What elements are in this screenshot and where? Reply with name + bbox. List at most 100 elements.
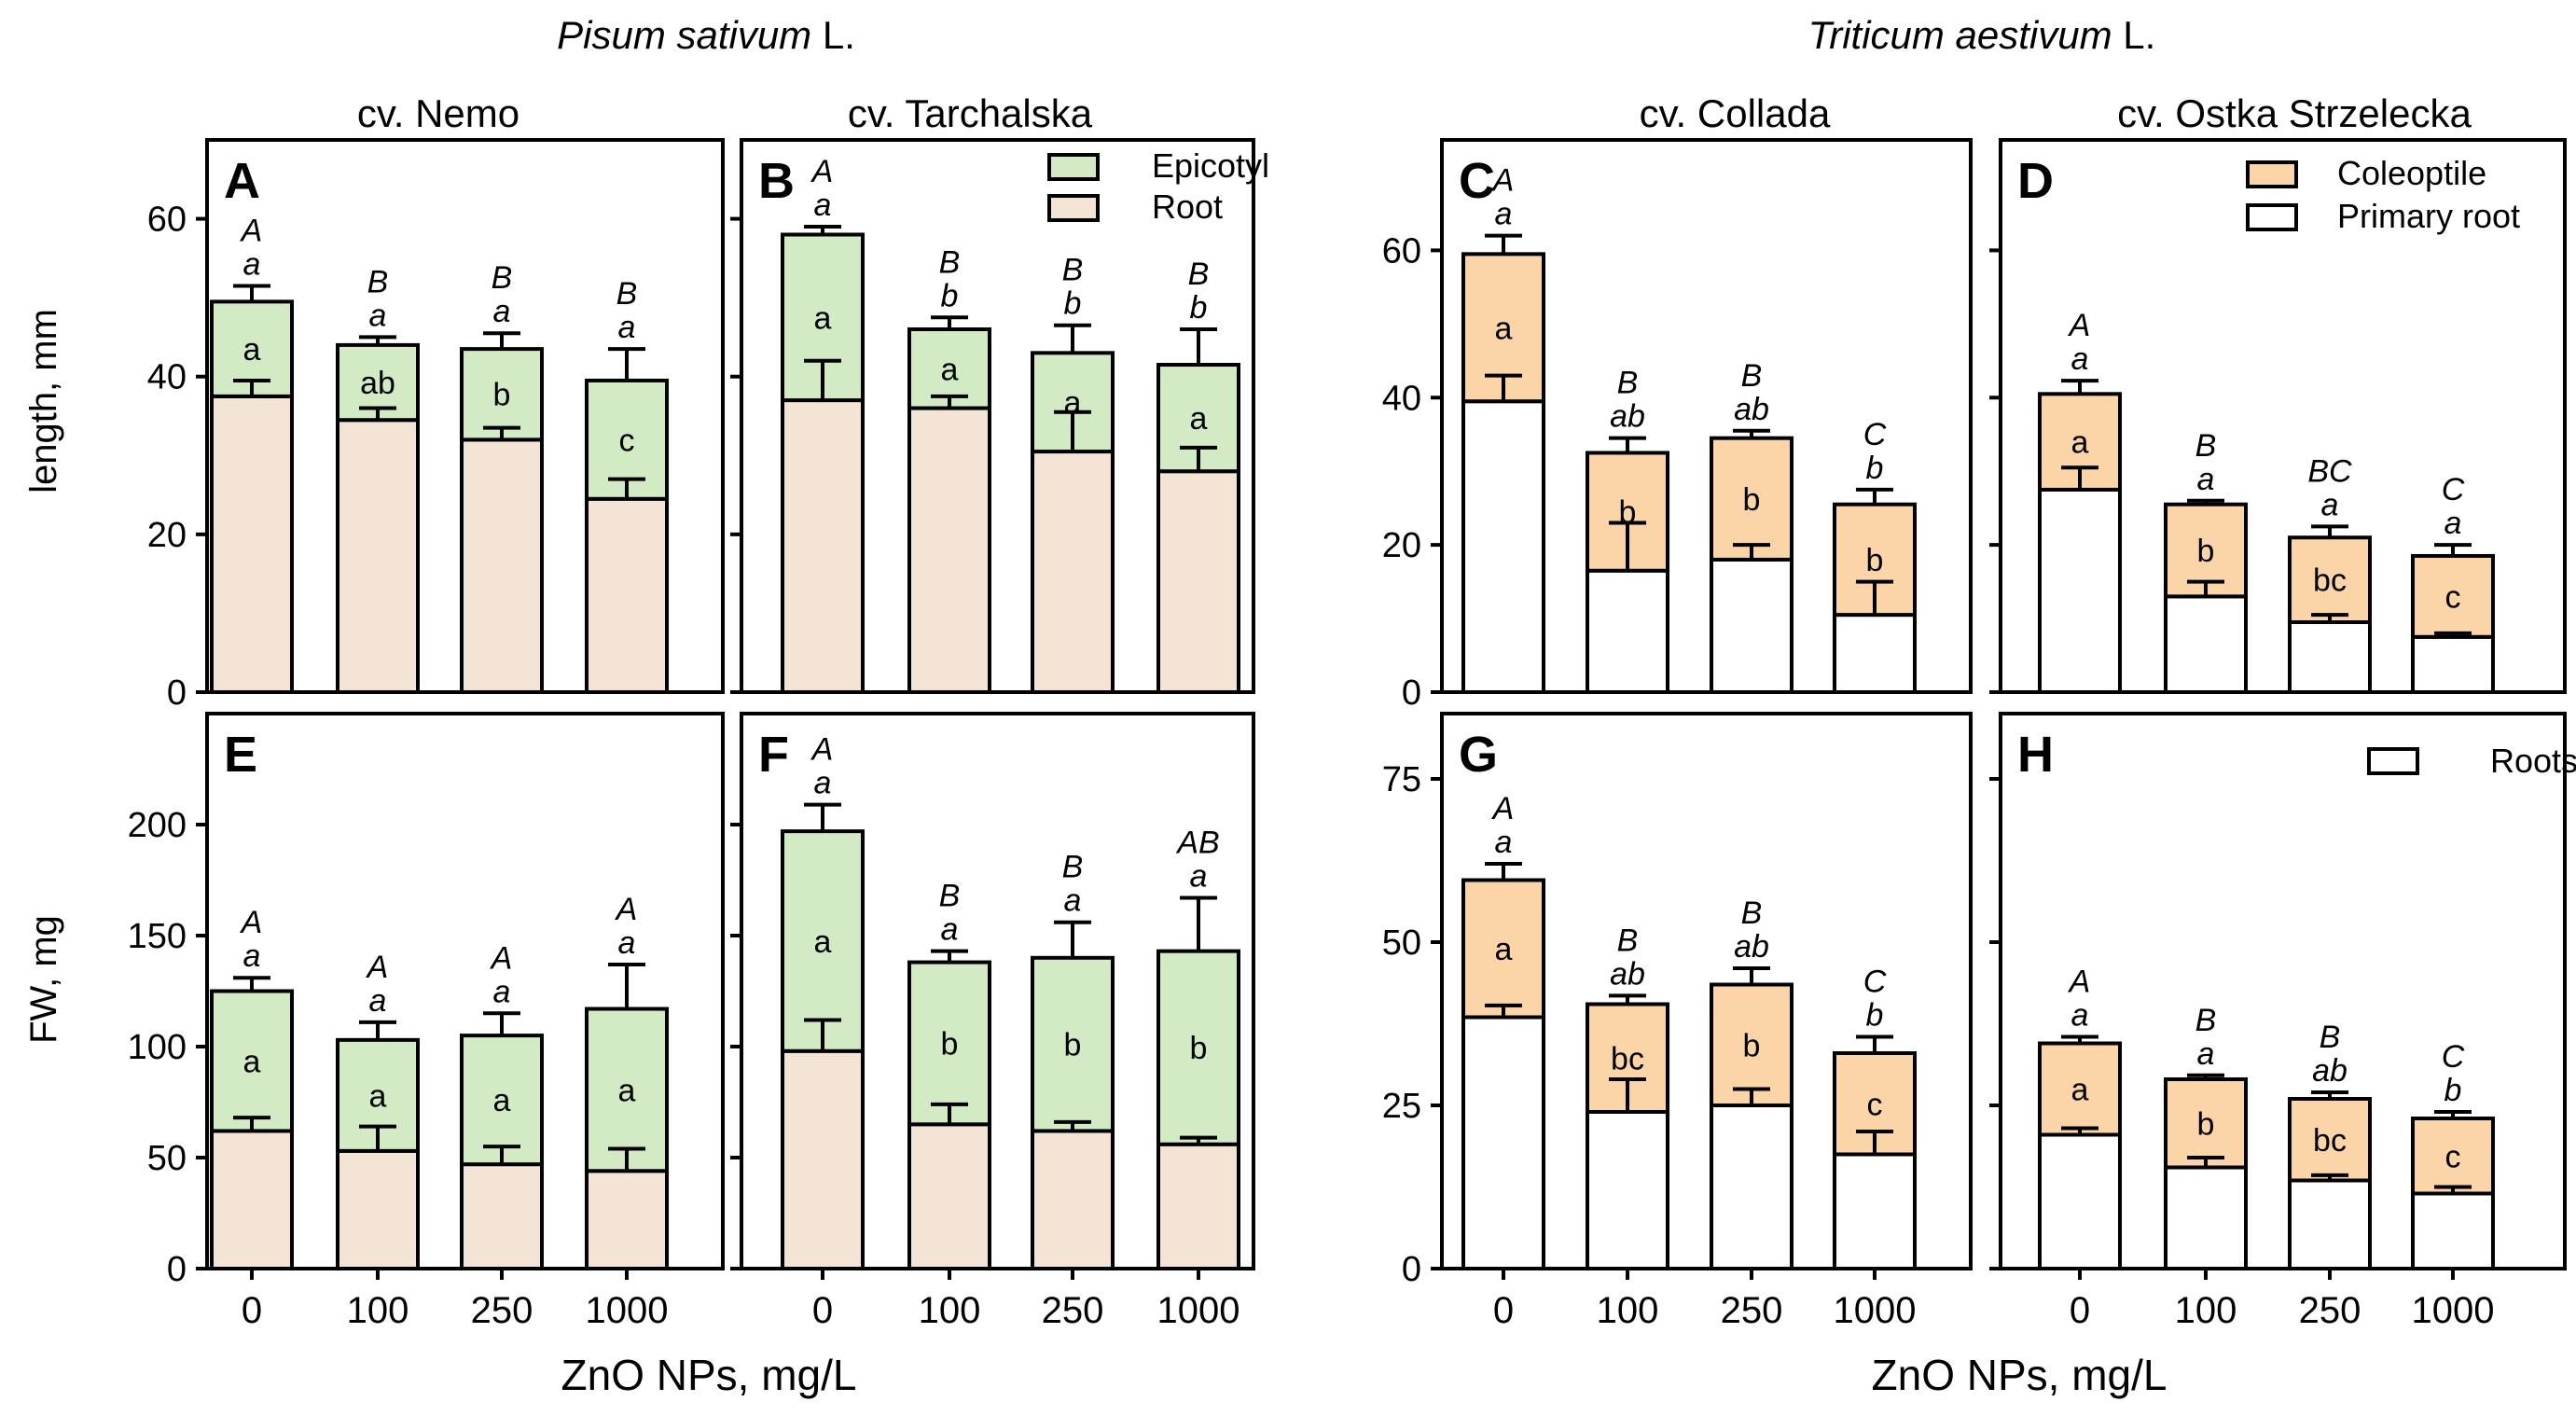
bar-bottom-segment	[460, 1162, 544, 1271]
significance-letter-upper: C	[2442, 472, 2465, 507]
bar-top-segment	[1156, 949, 1240, 1146]
significance-letter-lower: a	[2071, 341, 2089, 377]
x-tick-label: 1000	[1157, 1290, 1240, 1331]
legend-swatch-coleoptile	[2246, 160, 2298, 188]
significance-letter-upper: B	[1617, 923, 1639, 958]
legend-swatch-epicotyl	[1047, 153, 1100, 181]
significance-letter-lower: a	[941, 912, 959, 948]
panel-label: A	[224, 153, 260, 209]
y-tick-label: 100	[128, 1028, 187, 1067]
x-tick-label: 0	[1493, 1290, 1514, 1331]
significance-letter-upper: B	[2195, 428, 2217, 464]
legend-label-coleoptile: Coleoptile	[2337, 154, 2486, 192]
segment-letter: b	[2197, 1106, 2215, 1142]
panel-frame	[1440, 138, 1973, 694]
segment-letter: a	[1495, 311, 1513, 346]
significance-letter-lower: b	[1190, 290, 1208, 326]
legend-label-root: Root	[1152, 187, 1223, 226]
significance-letter-lower: b	[941, 278, 959, 313]
significance-letter-upper: B	[2195, 1003, 2217, 1038]
significance-letter-upper: A	[615, 892, 638, 927]
significance-letter-upper: B	[939, 244, 961, 280]
segment-letter: b	[2197, 534, 2215, 569]
significance-letter-lower: ab	[1610, 399, 1645, 435]
y-tick-label: 40	[147, 358, 187, 397]
significance-letter-upper: B	[367, 264, 389, 299]
x-tick-label: 0	[812, 1290, 833, 1331]
significance-letter-upper: A	[240, 213, 263, 248]
segment-letter: a	[814, 924, 832, 960]
bar-top-segment	[2038, 1041, 2122, 1137]
legend-label-epicotyl: Epicotyl	[1152, 146, 1269, 185]
bar-top-segment	[2288, 535, 2372, 625]
segment-letter: a	[369, 1078, 387, 1114]
legend-wheat: Coleoptile Primary root	[2246, 154, 2520, 235]
bar-bottom-segment	[781, 1048, 865, 1271]
segment-letter: b	[1190, 1031, 1208, 1066]
bar-bottom-segment	[2411, 634, 2495, 694]
bar-bottom-segment	[907, 1122, 991, 1271]
significance-letter-lower: a	[2197, 462, 2215, 497]
segment-letter: a	[1190, 401, 1208, 437]
bar-bottom-segment	[1461, 399, 1545, 694]
segment-letter: b	[1619, 495, 1637, 531]
bar-bottom-segment	[210, 394, 294, 694]
legend-label-roots: Roots	[2490, 742, 2576, 780]
segment-letter: ab	[360, 366, 395, 401]
bar-bottom-segment	[336, 418, 420, 694]
bar-top-segment	[2164, 1077, 2248, 1170]
y-tick-label: 60	[147, 201, 187, 240]
panel-label: H	[2017, 727, 2054, 783]
significance-letter-lower: ab	[2312, 1053, 2347, 1089]
bar-bottom-segment	[210, 1129, 294, 1270]
significance-letter-lower: a	[2321, 487, 2339, 522]
significance-letter-upper: AB	[1175, 826, 1219, 861]
segment-letter: c	[619, 423, 635, 458]
cultivar-title-tarchalska: cv. Tarchalska	[848, 91, 1093, 135]
cultivar-title-collada: cv. Collada	[1640, 91, 1831, 135]
y-tick-label: 40	[1382, 379, 1421, 418]
panel-label: G	[1459, 727, 1498, 783]
significance-letter-upper: B	[1188, 257, 1210, 292]
significance-letter-lower: a	[243, 938, 261, 974]
bar-bottom-segment	[2038, 1132, 2122, 1270]
bar-bottom-segment	[2038, 487, 2122, 695]
x-tick-label: 1000	[1834, 1290, 1917, 1331]
bar-bottom-segment	[1710, 557, 1794, 694]
significance-letter-lower: a	[2444, 506, 2462, 541]
bar-bottom-segment	[781, 398, 865, 694]
bar-bottom-segment	[1833, 613, 1917, 694]
significance-letter-upper: A	[240, 905, 263, 940]
legend-swatch-roots	[2367, 747, 2419, 775]
panels: A0204060aaAabaBbaBcaBBaaAabBabBabBC02040…	[128, 138, 2567, 1331]
y-tick-label: 50	[1382, 923, 1421, 963]
species-title-pea: Pisum sativum L.	[557, 13, 855, 57]
bar-bottom-segment	[460, 437, 544, 694]
segment-letter: a	[243, 1044, 261, 1079]
segment-letter: a	[1495, 932, 1513, 967]
bar-top-segment	[2288, 1097, 2372, 1183]
species-title-wheat: Triticum aestivum L.	[1808, 13, 2156, 57]
segment-letter: a	[2071, 425, 2089, 461]
significance-letter-upper: B	[1741, 358, 1763, 394]
bar-bottom-segment	[2164, 1165, 2248, 1270]
significance-letter-upper: B	[2320, 1020, 2341, 1055]
significance-letter-lower: b	[1866, 451, 1884, 486]
panel-label: E	[224, 727, 257, 783]
x-tick-label: 250	[1721, 1290, 1783, 1331]
bar-bottom-segment	[1586, 1110, 1669, 1270]
significance-letter-upper: A	[2068, 965, 2091, 1000]
legend-swatch-primary-root	[2246, 203, 2298, 231]
bar-bottom-segment	[336, 1148, 420, 1270]
bar-top-segment	[1031, 955, 1115, 1133]
significance-letter-lower: ab	[1734, 392, 1769, 427]
significance-letter-lower: a	[2197, 1036, 2215, 1072]
y-tick-label: 75	[1382, 760, 1421, 799]
bar-top-segment	[1710, 982, 1794, 1107]
significance-letter-lower: a	[1190, 859, 1208, 895]
panel-frame	[740, 712, 1255, 1270]
y-axis-label-length: length, mm	[23, 309, 64, 493]
